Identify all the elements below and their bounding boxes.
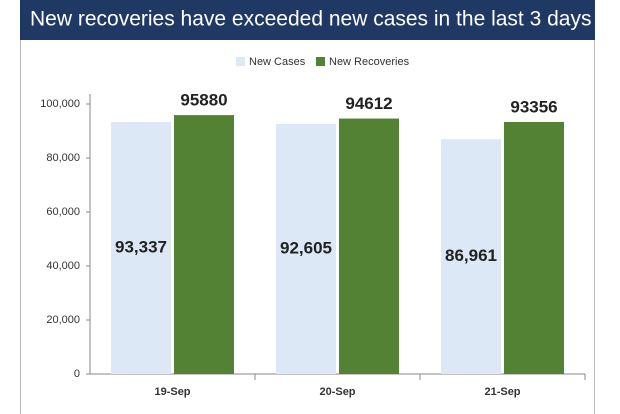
y-tick-label: 60,000: [46, 206, 80, 218]
bar: [111, 121, 171, 374]
y-tick-label: 100,000: [40, 98, 80, 110]
x-tick-label: 19-Sep: [154, 386, 190, 398]
title-banner: [20, 0, 595, 40]
value-label: 92,605: [280, 238, 332, 257]
legend-label: New Recoveries: [329, 56, 410, 68]
y-tick-label: 40,000: [46, 260, 80, 272]
value-label: 94612: [345, 94, 392, 113]
chart-title: New recoveries have exceeded new cases i…: [30, 8, 591, 31]
legend-label: New Cases: [249, 56, 306, 68]
x-tick-label: 20-Sep: [319, 386, 355, 398]
x-tick-label: 21-Sep: [484, 386, 520, 398]
value-label: 93,337: [115, 237, 167, 256]
value-label: 93356: [510, 97, 557, 116]
value-label: 86,961: [445, 246, 497, 265]
legend-swatch: [236, 57, 245, 66]
bar: [339, 118, 399, 374]
bar: [441, 139, 501, 374]
bar: [504, 121, 564, 374]
y-tick-label: 20,000: [46, 314, 80, 326]
y-tick-label: 80,000: [46, 152, 80, 164]
bar: [276, 123, 336, 375]
value-label: 95880: [180, 91, 227, 110]
legend-swatch: [316, 57, 325, 66]
y-tick-label: 0: [74, 368, 80, 380]
bar: [174, 115, 234, 375]
